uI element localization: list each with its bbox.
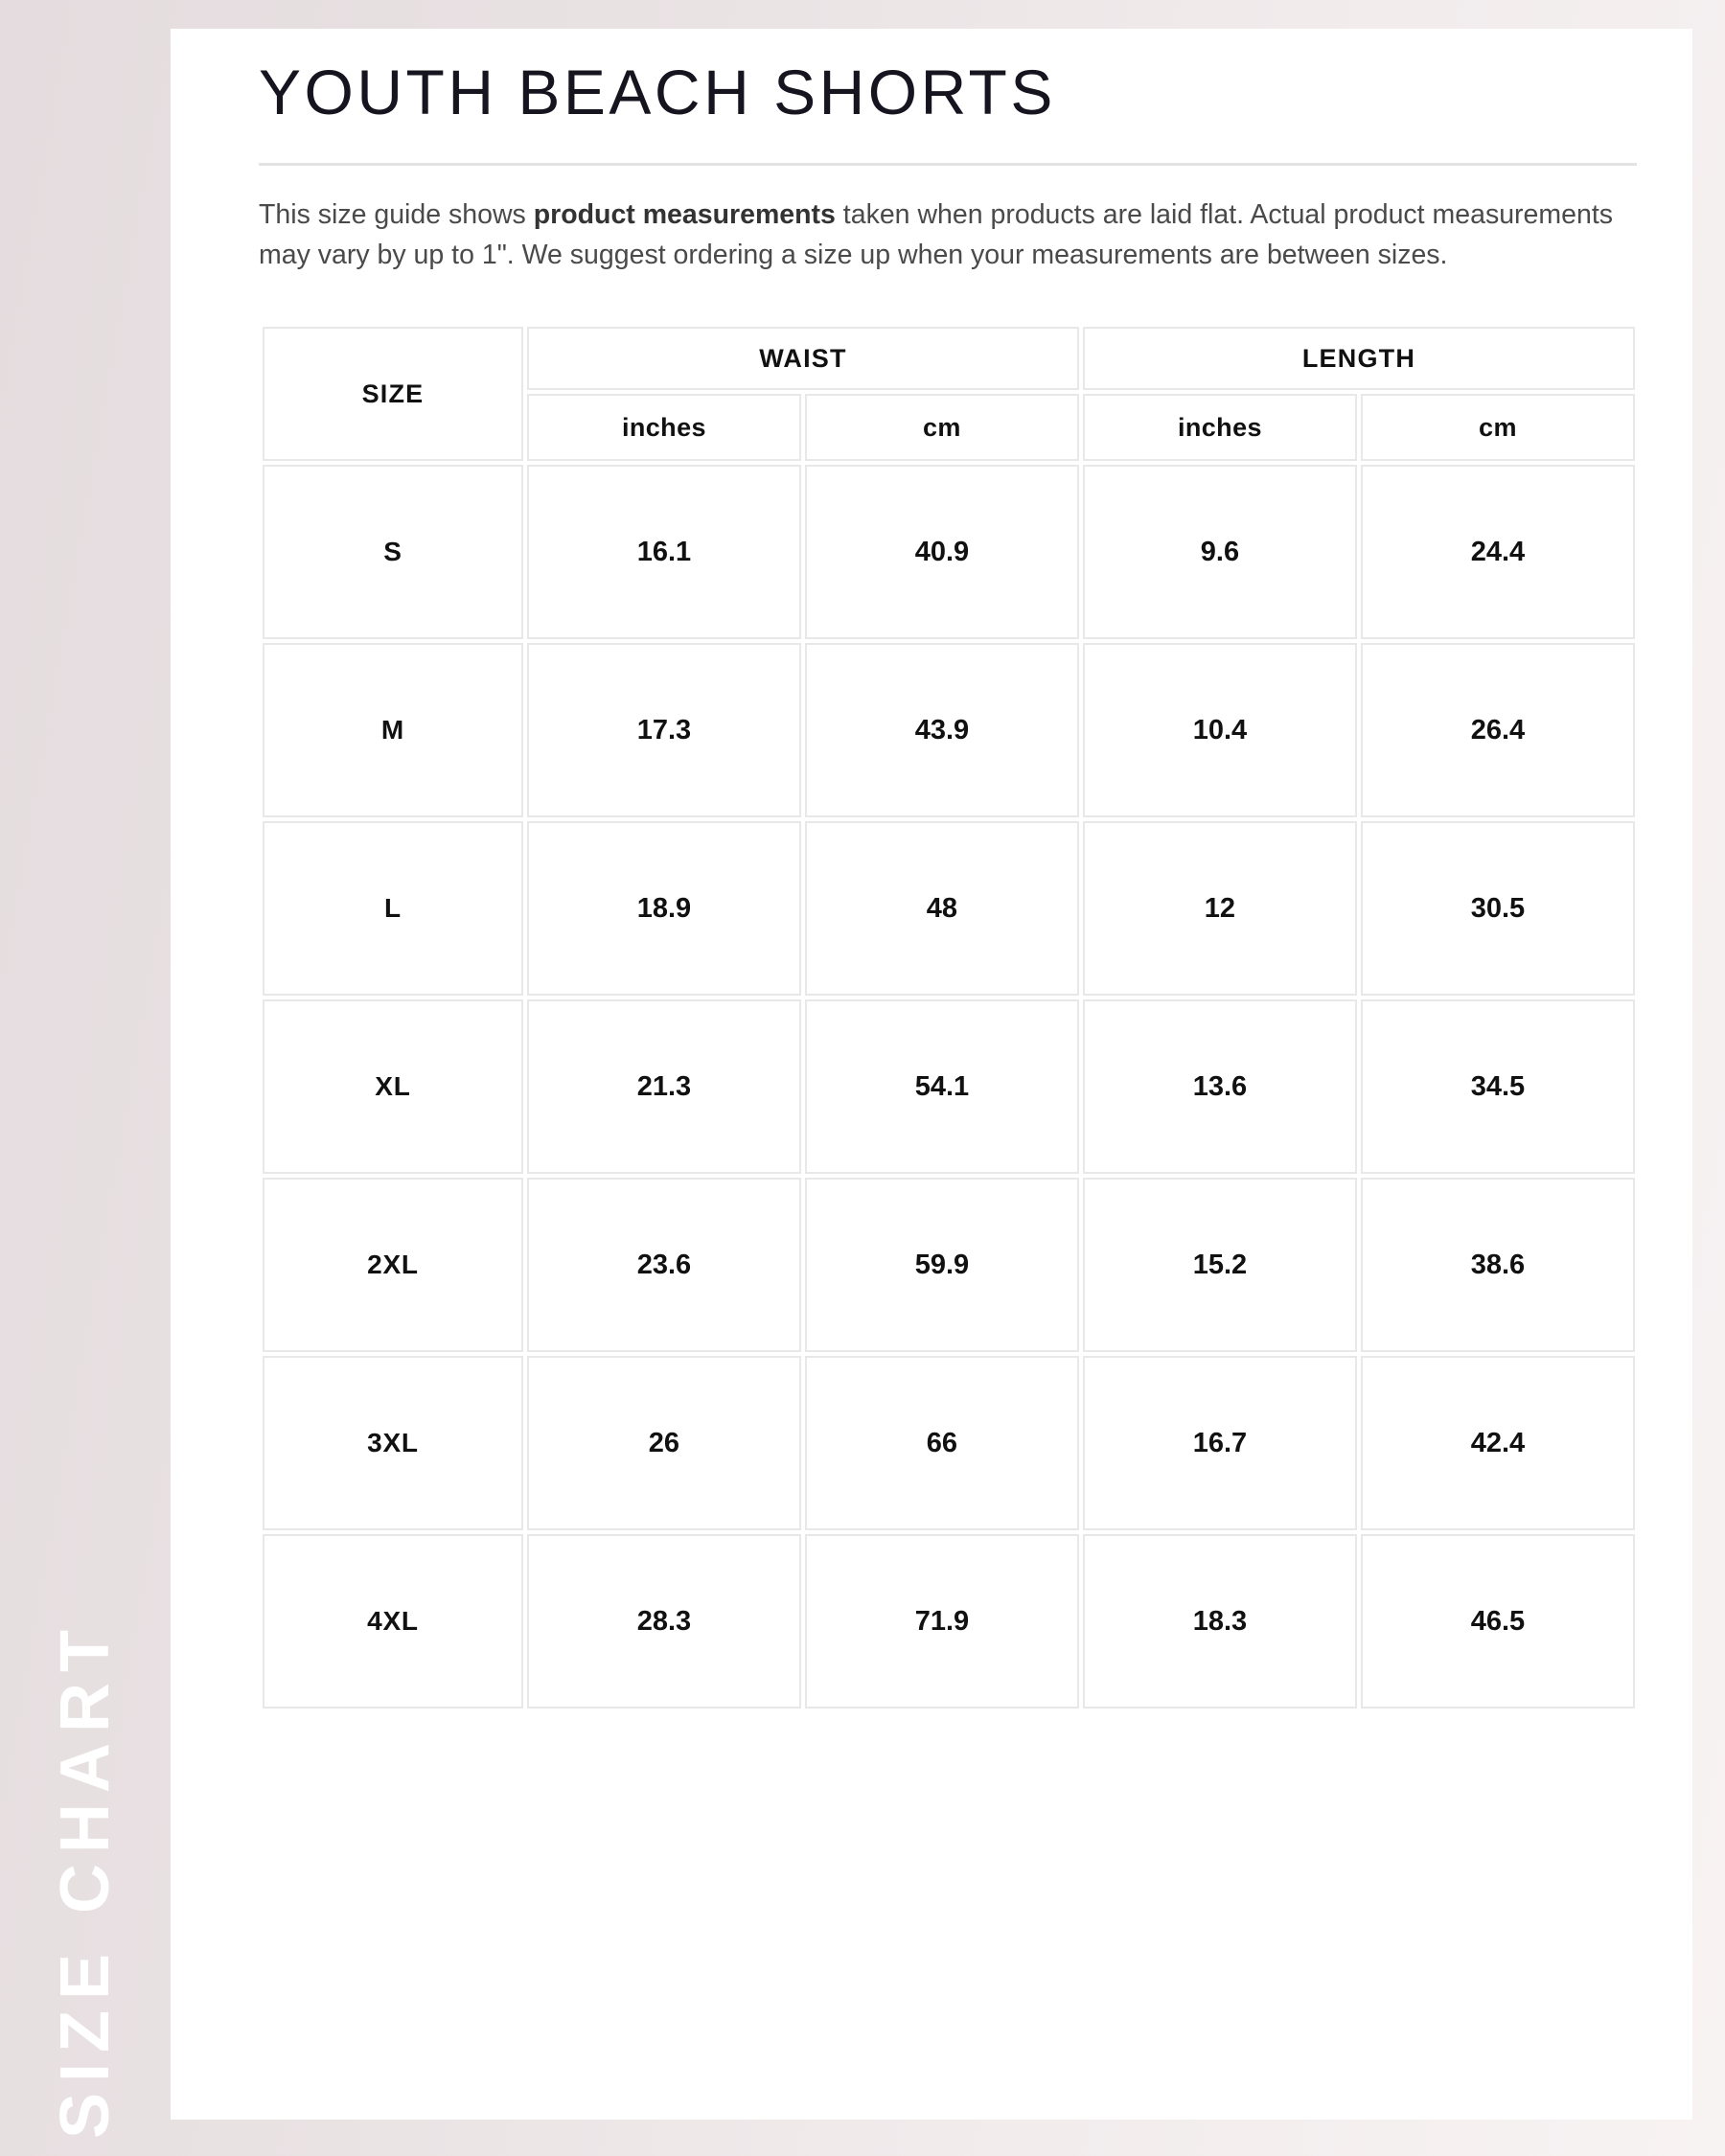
cell-size: 3XL bbox=[263, 1356, 523, 1531]
cell-waist-inches: 21.3 bbox=[526, 999, 801, 1175]
description-after: taken when products are laid flat. Actua… bbox=[259, 198, 1613, 270]
table-header-row-units: inches cm inches cm bbox=[263, 394, 1635, 462]
cell-waist-inches: 18.9 bbox=[526, 821, 801, 997]
description-before: This size guide shows bbox=[259, 198, 534, 230]
cell-waist-inches: 26 bbox=[526, 1356, 801, 1531]
column-header-waist-cm: cm bbox=[804, 394, 1079, 462]
table-row: 3XL 26 66 16.7 42.4 bbox=[263, 1356, 1635, 1531]
table-row: 2XL 23.6 59.9 15.2 38.6 bbox=[263, 1178, 1635, 1353]
table-row: XL 21.3 54.1 13.6 34.5 bbox=[263, 999, 1635, 1175]
cell-length-cm: 38.6 bbox=[1360, 1178, 1635, 1353]
cell-length-cm: 46.5 bbox=[1360, 1534, 1635, 1709]
size-chart-vertical-label: SIZE CHART bbox=[47, 1619, 124, 2139]
column-header-size: SIZE bbox=[263, 327, 523, 462]
cell-size: L bbox=[263, 821, 523, 997]
cell-size: XL bbox=[263, 999, 523, 1175]
cell-waist-cm: 54.1 bbox=[804, 999, 1079, 1175]
cell-waist-inches: 28.3 bbox=[526, 1534, 801, 1709]
cell-length-inches: 16.7 bbox=[1082, 1356, 1357, 1531]
cell-length-cm: 34.5 bbox=[1360, 999, 1635, 1175]
cell-waist-inches: 23.6 bbox=[526, 1178, 801, 1353]
title-divider bbox=[259, 162, 1637, 166]
column-header-length: LENGTH bbox=[1082, 327, 1635, 391]
cell-size: 4XL bbox=[263, 1534, 523, 1709]
cell-size: 2XL bbox=[263, 1178, 523, 1353]
column-header-waist: WAIST bbox=[526, 327, 1079, 391]
table-row: L 18.9 48 12 30.5 bbox=[263, 821, 1635, 997]
size-chart-card: YOUTH BEACH SHORTS This size guide shows… bbox=[171, 29, 1692, 2120]
cell-length-inches: 9.6 bbox=[1082, 465, 1357, 640]
cell-waist-inches: 16.1 bbox=[526, 465, 801, 640]
column-header-length-cm: cm bbox=[1360, 394, 1635, 462]
card-content: YOUTH BEACH SHORTS This size guide shows… bbox=[257, 57, 1637, 1712]
cell-size: M bbox=[263, 643, 523, 818]
cell-waist-cm: 59.9 bbox=[804, 1178, 1079, 1353]
cell-waist-cm: 48 bbox=[804, 821, 1079, 997]
column-header-length-inches: inches bbox=[1082, 394, 1357, 462]
cell-waist-inches: 17.3 bbox=[526, 643, 801, 818]
table-header-row-groups: SIZE WAIST LENGTH bbox=[263, 327, 1635, 462]
table-head: SIZE WAIST LENGTH inches cm inches cm bbox=[263, 327, 1635, 462]
table-row: S 16.1 40.9 9.6 24.4 bbox=[263, 465, 1635, 640]
size-measurements-table: SIZE WAIST LENGTH inches cm inches cm S … bbox=[259, 323, 1639, 1712]
cell-length-cm: 26.4 bbox=[1360, 643, 1635, 818]
cell-length-inches: 15.2 bbox=[1082, 1178, 1357, 1353]
size-guide-description: This size guide shows product measuremen… bbox=[259, 195, 1615, 275]
cell-length-cm: 30.5 bbox=[1360, 821, 1635, 997]
table-body: S 16.1 40.9 9.6 24.4 M 17.3 43.9 10.4 26… bbox=[263, 465, 1635, 1709]
side-banner: SIZE CHART bbox=[0, 0, 171, 2156]
cell-waist-cm: 43.9 bbox=[804, 643, 1079, 818]
cell-length-inches: 10.4 bbox=[1082, 643, 1357, 818]
cell-waist-cm: 71.9 bbox=[804, 1534, 1079, 1709]
cell-waist-cm: 66 bbox=[804, 1356, 1079, 1531]
side-banner-label: SIZE CHART bbox=[0, 1372, 171, 2139]
cell-length-inches: 13.6 bbox=[1082, 999, 1357, 1175]
table-row: M 17.3 43.9 10.4 26.4 bbox=[263, 643, 1635, 818]
cell-length-cm: 24.4 bbox=[1360, 465, 1635, 640]
description-emphasis: product measurements bbox=[533, 198, 836, 230]
cell-waist-cm: 40.9 bbox=[804, 465, 1079, 640]
cell-length-cm: 42.4 bbox=[1360, 1356, 1635, 1531]
cell-length-inches: 12 bbox=[1082, 821, 1357, 997]
cell-size: S bbox=[263, 465, 523, 640]
cell-length-inches: 18.3 bbox=[1082, 1534, 1357, 1709]
column-header-waist-inches: inches bbox=[526, 394, 801, 462]
table-row: 4XL 28.3 71.9 18.3 46.5 bbox=[263, 1534, 1635, 1709]
page-title: YOUTH BEACH SHORTS bbox=[259, 57, 1056, 127]
